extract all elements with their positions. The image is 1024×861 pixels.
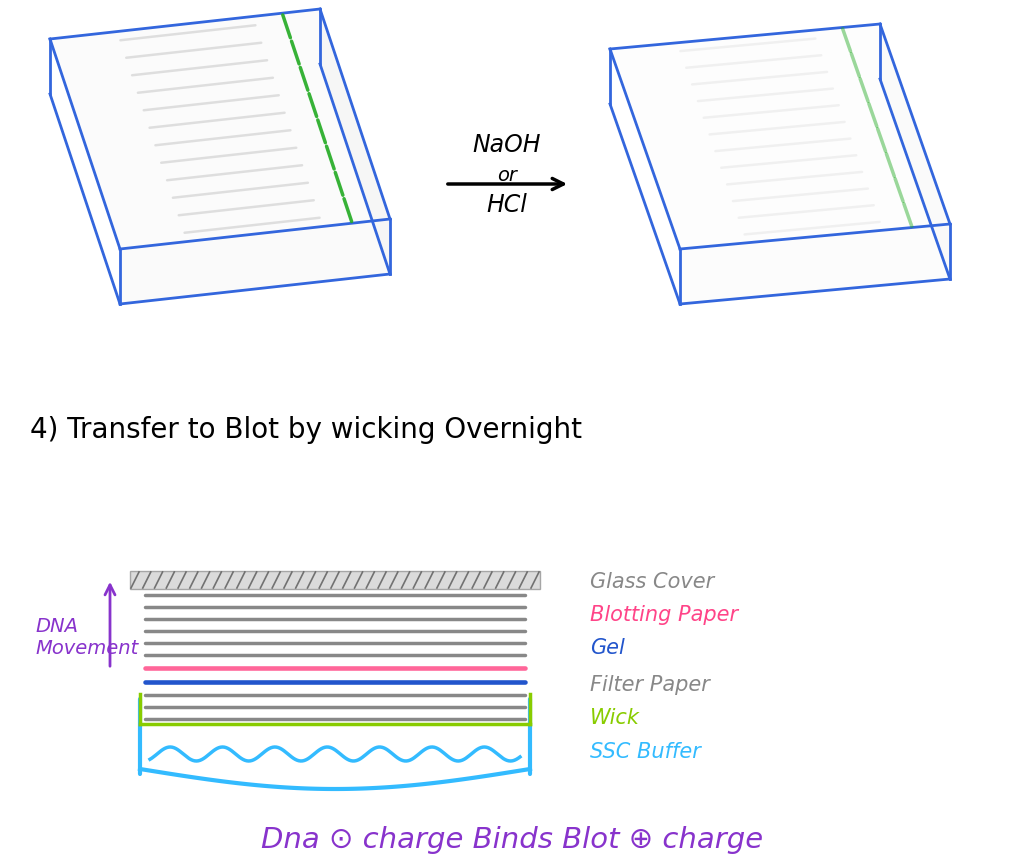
- Text: DNA
Movement: DNA Movement: [35, 616, 138, 658]
- Polygon shape: [120, 220, 390, 305]
- Polygon shape: [50, 10, 390, 250]
- Text: SSC Buffer: SSC Buffer: [590, 741, 700, 761]
- Text: Wick: Wick: [590, 707, 640, 728]
- Bar: [130, 572, 540, 589]
- Text: Filter Paper: Filter Paper: [590, 674, 710, 694]
- Text: Blotting Paper: Blotting Paper: [590, 604, 738, 624]
- Text: HCl: HCl: [486, 193, 527, 217]
- Text: 4) Transfer to Blot by wicking Overnight: 4) Transfer to Blot by wicking Overnight: [30, 416, 582, 443]
- Text: Gel: Gel: [590, 637, 625, 657]
- Text: or: or: [497, 165, 517, 184]
- Polygon shape: [610, 25, 950, 250]
- Text: Dna ⊙ charge Binds Blot ⊕ charge: Dna ⊙ charge Binds Blot ⊕ charge: [261, 825, 763, 853]
- Text: NaOH: NaOH: [473, 133, 542, 157]
- Polygon shape: [680, 225, 950, 305]
- Polygon shape: [319, 10, 390, 275]
- Text: Glass Cover: Glass Cover: [590, 572, 715, 592]
